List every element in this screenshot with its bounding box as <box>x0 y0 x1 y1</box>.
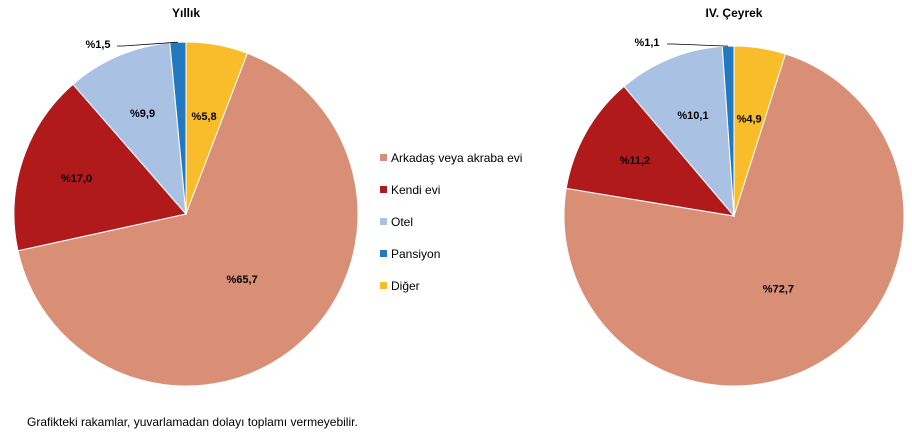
pie-chart-quarter: %4,9 %72,7 %11,2 %10,1 %1,1 IV. Çeyrek <box>563 6 905 387</box>
legend-label: Arkadaş veya akraba evi <box>391 151 522 165</box>
data-label-kendi-evi-quarter: %11,2 <box>620 155 651 167</box>
pie-slice-arkadas-akraba-annual <box>17 52 359 387</box>
legend-label: Pansiyon <box>391 247 440 261</box>
pie-slice-kendi-evi-quarter <box>565 85 736 217</box>
chart-title-quarter: IV. Çeyrek <box>706 6 763 20</box>
legend-label: Diğer <box>391 279 420 293</box>
pie-slice-arkadas-akraba-quarter <box>563 53 905 387</box>
pie-slice-pansiyon-quarter <box>721 45 735 217</box>
legend-label: Kendi evi <box>391 183 440 197</box>
pie-chart-annual: %5,8 %65,7 %17,0 %9,9 %1,5 Yıllık <box>13 6 359 387</box>
legend: Arkadaş veya akraba evi Kendi evi Otel P… <box>380 151 522 293</box>
data-label-diger-annual: %5,8 <box>192 111 217 123</box>
data-label-arkadas-akraba-annual: %65,7 <box>227 274 258 286</box>
pie-slice-otel-quarter <box>623 45 735 218</box>
legend-label: Otel <box>391 215 413 229</box>
data-label-pansiyon-quarter: %1,1 <box>634 37 659 49</box>
leader-line-pansiyon-quarter <box>667 43 729 47</box>
data-label-otel-quarter: %10,1 <box>677 110 708 122</box>
leader-line-pansiyon-annual <box>117 41 178 47</box>
legend-swatch <box>380 282 387 289</box>
data-label-otel-annual: %9,9 <box>130 108 155 120</box>
data-label-kendi-evi-annual: %17,0 <box>61 173 92 185</box>
data-label-arkadas-akraba-quarter: %72,7 <box>763 283 794 295</box>
footnote: Grafikteki rakamlar, yuvarlamadan dolayı… <box>27 415 358 429</box>
chart-title-annual: Yıllık <box>172 6 200 20</box>
pie-slice-kendi-evi-annual <box>13 83 187 252</box>
legend-swatch <box>380 218 387 225</box>
data-label-pansiyon-annual: %1,5 <box>85 39 110 51</box>
legend-swatch <box>380 186 387 193</box>
data-label-diger-quarter: %4,9 <box>737 114 762 126</box>
legend-swatch <box>380 250 387 257</box>
legend-swatch <box>380 154 387 161</box>
